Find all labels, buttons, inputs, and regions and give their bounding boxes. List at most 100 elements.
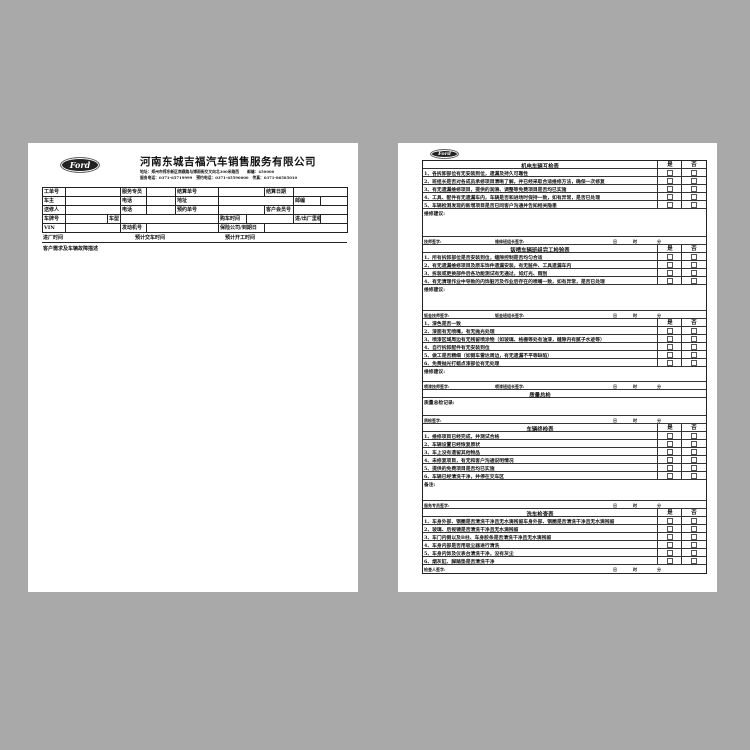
section-header: 钣喷车辆班组完工检验表 是否 (423, 245, 706, 254)
date-day-label: 日 (613, 384, 617, 389)
yes-checkbox[interactable] (667, 262, 673, 268)
no-checkbox[interactable] (691, 328, 697, 334)
no-checkbox[interactable] (691, 558, 697, 564)
no-checkbox[interactable] (691, 344, 697, 350)
yes-checkbox[interactable] (667, 441, 673, 447)
signature-label: 维修班组长签字: (495, 239, 525, 244)
item-text: 3、拆装或更换部件后各功能测试有无通过，如灯光、雨刮 (424, 271, 548, 277)
no-checkbox[interactable] (691, 526, 697, 532)
yes-checkbox[interactable] (667, 558, 673, 564)
yes-checkbox[interactable] (667, 465, 673, 471)
no-cell (681, 359, 706, 366)
yes-checkbox[interactable] (667, 473, 673, 479)
no-checkbox[interactable] (691, 433, 697, 439)
yes-checkbox[interactable] (667, 344, 673, 350)
no-checkbox[interactable] (691, 534, 697, 540)
expected-delivery-label: 预计交车时间 (135, 235, 166, 241)
yes-checkbox[interactable] (667, 194, 673, 200)
purchase-time-field[interactable] (246, 214, 294, 224)
checklist-item: 4、车身内部是否用吸尘器进行清洗 (423, 541, 706, 549)
yes-checkbox[interactable] (667, 178, 673, 184)
no-checkbox[interactable] (691, 186, 697, 192)
no-checkbox[interactable] (691, 254, 697, 260)
no-checkbox[interactable] (691, 449, 697, 455)
company-title: 河南东城吉福汽车销售服务有限公司 (140, 156, 316, 168)
plate-field[interactable] (65, 214, 108, 224)
engine-no-field[interactable] (146, 223, 219, 233)
no-checkbox[interactable] (691, 202, 697, 208)
yes-cell (657, 201, 682, 208)
yes-checkbox[interactable] (667, 270, 673, 276)
yes-checkbox[interactable] (667, 202, 673, 208)
yes-checkbox[interactable] (667, 542, 673, 548)
no-cell (681, 557, 706, 564)
yes-checkbox[interactable] (667, 449, 673, 455)
no-checkbox[interactable] (691, 178, 697, 184)
yes-checkbox[interactable] (667, 328, 673, 334)
yes-checkbox[interactable] (667, 457, 673, 463)
service-advisor-field[interactable] (146, 187, 176, 197)
yes-cell (657, 269, 682, 276)
settlement-date-field[interactable] (293, 187, 348, 197)
no-checkbox[interactable] (691, 542, 697, 548)
yes-column-header: 是 (657, 509, 682, 516)
yes-checkbox[interactable] (667, 526, 673, 532)
vin-field[interactable] (65, 223, 121, 233)
no-checkbox[interactable] (691, 336, 697, 342)
signature-label: 钣金班组长签字: (495, 313, 525, 318)
settlement-no-field[interactable] (218, 187, 265, 197)
model-field[interactable] (120, 214, 219, 224)
booking-no-field[interactable] (218, 205, 265, 215)
yes-cell (657, 359, 682, 366)
sender-field[interactable] (65, 205, 121, 215)
no-checkbox[interactable] (691, 270, 697, 276)
item-text: 5、车身内饰及仪表台清洗干净，没有灰尘 (424, 551, 514, 557)
member-no-field[interactable] (293, 205, 348, 215)
signature-label: 钣金技师签字: (424, 313, 450, 318)
zip-field[interactable] (320, 196, 348, 206)
label: 车主 (42, 196, 66, 206)
notes-label: 备注: (424, 482, 436, 488)
insurance-field[interactable] (264, 223, 348, 233)
yes-checkbox[interactable] (667, 550, 673, 556)
yes-checkbox[interactable] (667, 186, 673, 192)
item-text: 1、车身外部、钢圈是否清洗干净且无水滴残留车身外部、钢圈是否清洗干净且无水滴残留 (424, 519, 615, 525)
checklist-item: 1、所有拆卸部位是否安装到位，缝隙控制是否均匀合适 (423, 253, 706, 261)
no-checkbox[interactable] (691, 550, 697, 556)
yes-checkbox[interactable] (667, 336, 673, 342)
signature-row: 检查人签字: 日 时 分 (423, 565, 706, 573)
yes-checkbox[interactable] (667, 254, 673, 260)
yes-checkbox[interactable] (667, 433, 673, 439)
no-checkbox[interactable] (691, 278, 697, 284)
section-header: 机电车辆互检表 是否 (423, 161, 706, 170)
item-text: 1、各拆卸部位有无安装到位，遗漏及持久可靠性 (424, 171, 529, 177)
checklist-item: 4、自行拆卸配件有无安装到位 (423, 343, 706, 351)
yes-checkbox[interactable] (667, 518, 673, 524)
no-checkbox[interactable] (691, 194, 697, 200)
date-hour-label: 时 (633, 503, 637, 508)
no-checkbox[interactable] (691, 441, 697, 447)
date-minute-label: 分 (657, 313, 661, 318)
yes-checkbox[interactable] (667, 170, 673, 176)
yes-checkbox[interactable] (667, 534, 673, 540)
mileage-field[interactable] (320, 214, 348, 224)
no-checkbox[interactable] (691, 473, 697, 479)
no-checkbox[interactable] (691, 360, 697, 366)
no-checkbox[interactable] (691, 465, 697, 471)
yes-checkbox[interactable] (667, 278, 673, 284)
customer-request-label: 客户需求及车辆故障描述 (43, 246, 99, 252)
phone2-field[interactable] (146, 205, 176, 215)
address-field[interactable] (218, 196, 294, 206)
table-row: 送修人 电话 预约单号 客户会员号 (42, 205, 348, 215)
yes-checkbox[interactable] (667, 360, 673, 366)
work-order-field[interactable] (65, 187, 121, 197)
phone-field[interactable] (146, 196, 176, 206)
no-checkbox[interactable] (691, 518, 697, 524)
no-checkbox[interactable] (691, 352, 697, 358)
no-cell (681, 185, 706, 192)
owner-field[interactable] (65, 196, 121, 206)
no-checkbox[interactable] (691, 457, 697, 463)
yes-checkbox[interactable] (667, 352, 673, 358)
no-checkbox[interactable] (691, 262, 697, 268)
no-checkbox[interactable] (691, 170, 697, 176)
